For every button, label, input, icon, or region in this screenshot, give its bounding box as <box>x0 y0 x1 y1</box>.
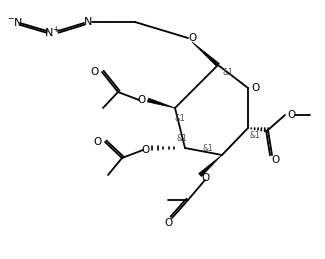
Text: &1: &1 <box>176 133 188 142</box>
Polygon shape <box>192 42 219 67</box>
Text: $^{-}$N: $^{-}$N <box>7 16 23 28</box>
Text: O: O <box>141 145 149 155</box>
Text: &1: &1 <box>175 113 185 123</box>
Text: O: O <box>188 33 196 43</box>
Text: O: O <box>251 83 259 93</box>
Text: O: O <box>90 67 98 77</box>
Text: O: O <box>201 173 209 183</box>
Text: O: O <box>93 137 101 147</box>
Text: O: O <box>271 155 279 165</box>
Text: O: O <box>164 218 172 228</box>
Polygon shape <box>199 155 222 176</box>
Text: N$^{+}$: N$^{+}$ <box>44 24 60 40</box>
Text: &1: &1 <box>250 131 260 140</box>
Text: &1: &1 <box>223 68 233 76</box>
Polygon shape <box>148 98 175 108</box>
Text: N: N <box>84 17 92 27</box>
Text: &1: &1 <box>202 143 214 153</box>
Text: O: O <box>137 95 145 105</box>
Text: O: O <box>288 110 296 120</box>
